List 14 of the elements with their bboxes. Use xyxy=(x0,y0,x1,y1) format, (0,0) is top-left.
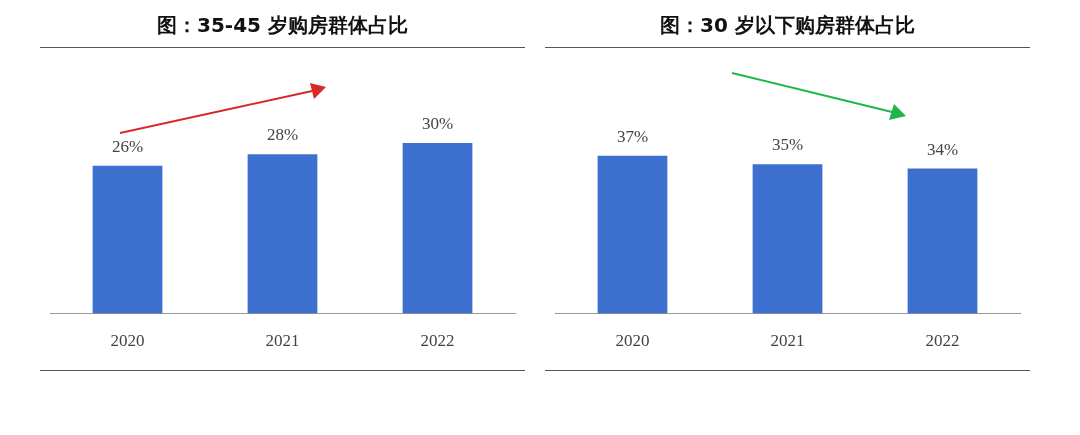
chart-title: 图：35-45 岁购房群体占比 xyxy=(40,12,525,48)
x-tick-label: 2020 xyxy=(615,331,650,351)
chart-title: 图：30 岁以下购房群体占比 xyxy=(545,12,1030,48)
data-label: 37% xyxy=(616,126,649,146)
data-label: 26% xyxy=(111,136,144,156)
data-label: 35% xyxy=(771,135,804,155)
data-label: 28% xyxy=(266,125,299,145)
x-tick-label: 2022 xyxy=(420,331,455,351)
x-tick-label: 2021 xyxy=(265,331,300,351)
x-tick-label: 2022 xyxy=(925,331,960,351)
data-label: 34% xyxy=(926,139,959,159)
data-label: 30% xyxy=(421,113,454,133)
x-tick-label: 2020 xyxy=(110,331,145,351)
x-tick-label: 2021 xyxy=(770,331,805,351)
